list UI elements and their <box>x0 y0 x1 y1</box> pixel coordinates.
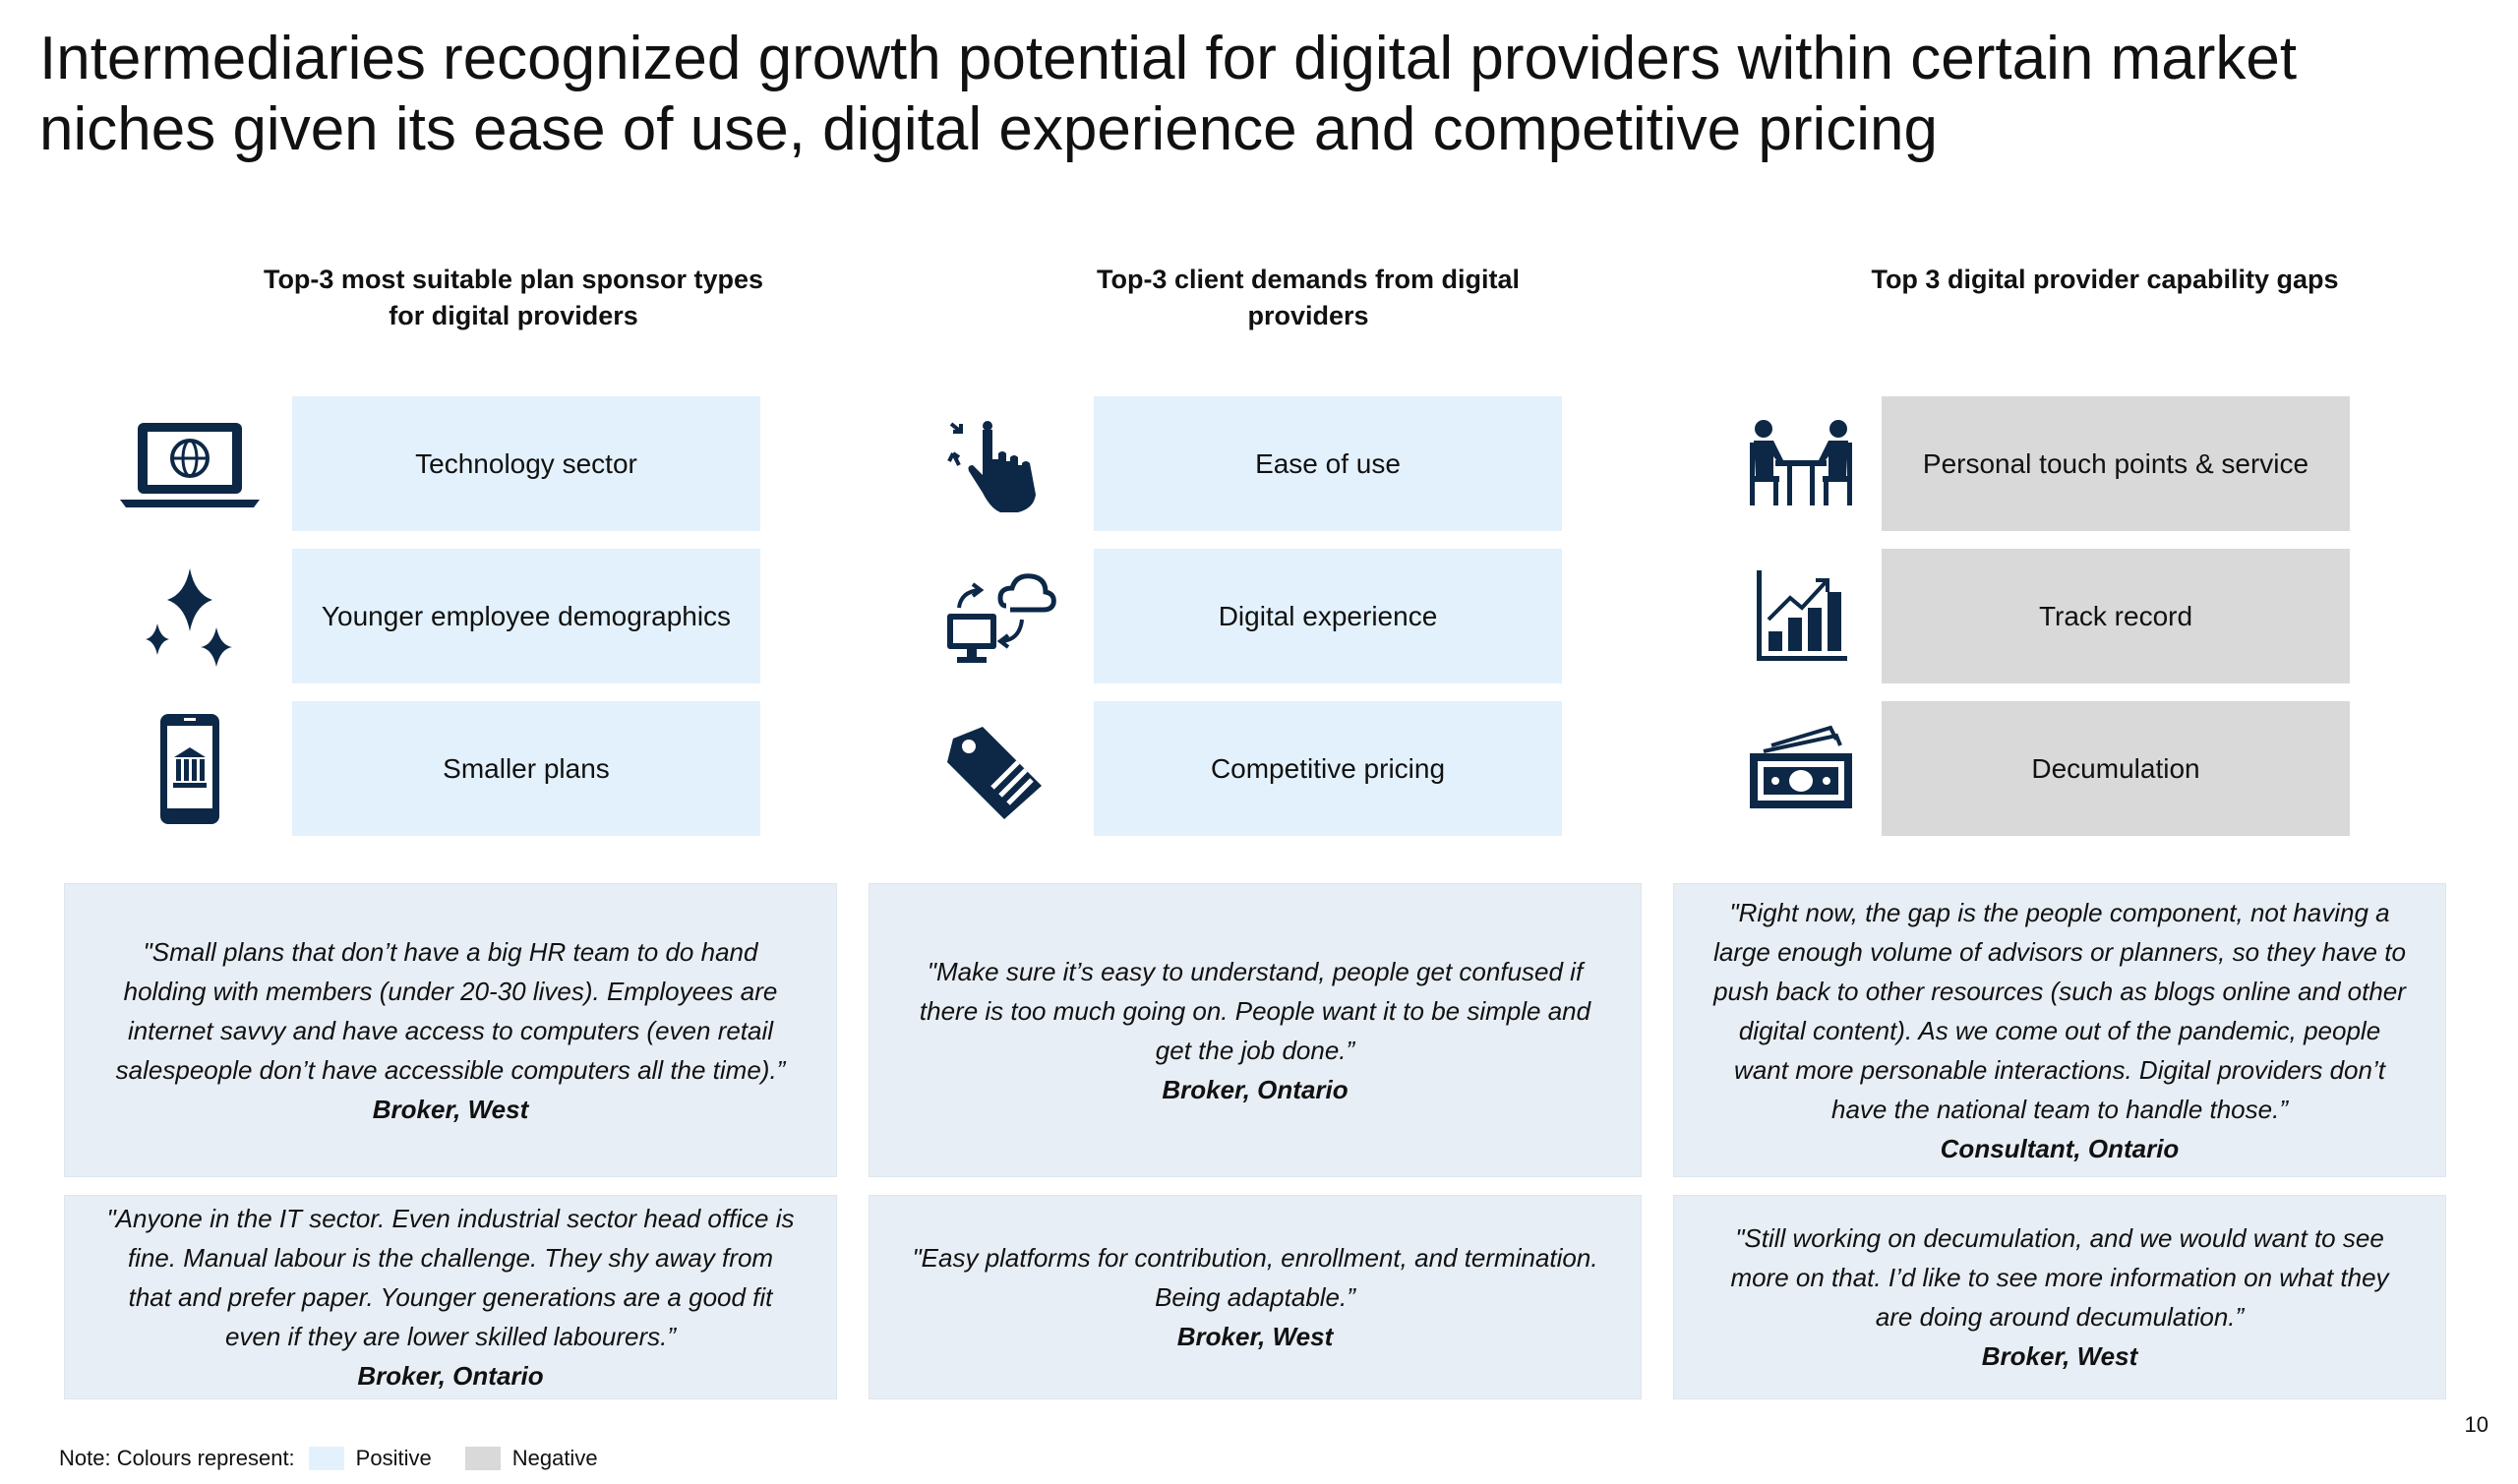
column-heading-plan-sponsors: Top-3 most suitable plan sponsor types f… <box>263 265 764 330</box>
quote-text: "Anyone in the IT sector. Even industria… <box>106 1204 795 1351</box>
quote-source: Broker, Ontario <box>357 1361 544 1391</box>
quote-card: "Right now, the gap is the people compon… <box>1673 883 2446 1177</box>
plan-sponsor-item-younger-employees: Younger employee demographics <box>292 549 760 683</box>
plan-sponsor-item-smaller-plans: Smaller plans <box>292 701 760 836</box>
quote-card: "Small plans that don’t have a big HR te… <box>64 883 837 1177</box>
quote-source: Broker, West <box>1981 1341 2138 1371</box>
quote-card: "Still working on decumulation, and we w… <box>1673 1195 2446 1399</box>
quote-source: Broker, Ontario <box>1162 1074 1349 1104</box>
positive-legend-label: Positive <box>355 1446 432 1470</box>
quote-card: "Anyone in the IT sector. Even industria… <box>64 1195 837 1399</box>
mobile-bank-icon <box>116 701 264 836</box>
column-heading-client-demands: Top-3 client demands from digital provid… <box>1096 265 1521 330</box>
client-demand-item-competitive-pricing: Competitive pricing <box>1094 701 1562 836</box>
positive-swatch <box>308 1447 344 1470</box>
client-demand-item-ease-of-use: Ease of use <box>1094 396 1562 531</box>
colour-legend-note: Note: Colours represent: Positive Negati… <box>59 1444 598 1473</box>
page-number: 10 <box>2464 1412 2488 1437</box>
laptop-globe-icon <box>116 396 264 531</box>
capability-gap-item-personal-touch: Personal touch points & service <box>1882 396 2350 531</box>
quote-text: "Small plans that don’t have a big HR te… <box>115 936 786 1085</box>
quote-card: "Make sure it’s easy to understand, peop… <box>869 883 1642 1177</box>
negative-swatch <box>464 1447 501 1470</box>
client-demand-item-digital-experience: Digital experience <box>1094 549 1562 683</box>
page-title: Intermediaries recognized growth potenti… <box>39 25 2298 163</box>
quote-text: "Easy platforms for contribution, enroll… <box>912 1243 1598 1312</box>
negative-legend-label: Negative <box>511 1446 598 1470</box>
quote-source: Broker, West <box>1176 1322 1334 1351</box>
quote-source: Consultant, Ontario <box>1940 1133 2180 1163</box>
sparkles-icon <box>116 549 264 683</box>
quote-text: "Make sure it’s easy to understand, peop… <box>919 956 1591 1065</box>
note-label: Note: Colours represent: <box>59 1446 295 1470</box>
plan-sponsor-item-technology-sector: Technology sector <box>292 396 760 531</box>
touch-hand-icon <box>925 396 1072 531</box>
money-cash-icon <box>1727 701 1875 836</box>
price-tag-icon <box>925 701 1072 836</box>
cloud-sync-computer-icon <box>925 549 1072 683</box>
quote-text: "Right now, the gap is the people compon… <box>1713 897 2406 1124</box>
capability-gap-item-decumulation: Decumulation <box>1882 701 2350 836</box>
quote-text: "Still working on decumulation, and we w… <box>1730 1223 2389 1332</box>
column-heading-capability-gaps: Top 3 digital provider capability gaps <box>1871 265 2339 294</box>
growth-chart-icon <box>1727 549 1875 683</box>
capability-gap-item-track-record: Track record <box>1882 549 2350 683</box>
quote-source: Broker, West <box>372 1094 529 1124</box>
meeting-people-icon <box>1727 396 1875 531</box>
quote-card: "Easy platforms for contribution, enroll… <box>869 1195 1642 1399</box>
